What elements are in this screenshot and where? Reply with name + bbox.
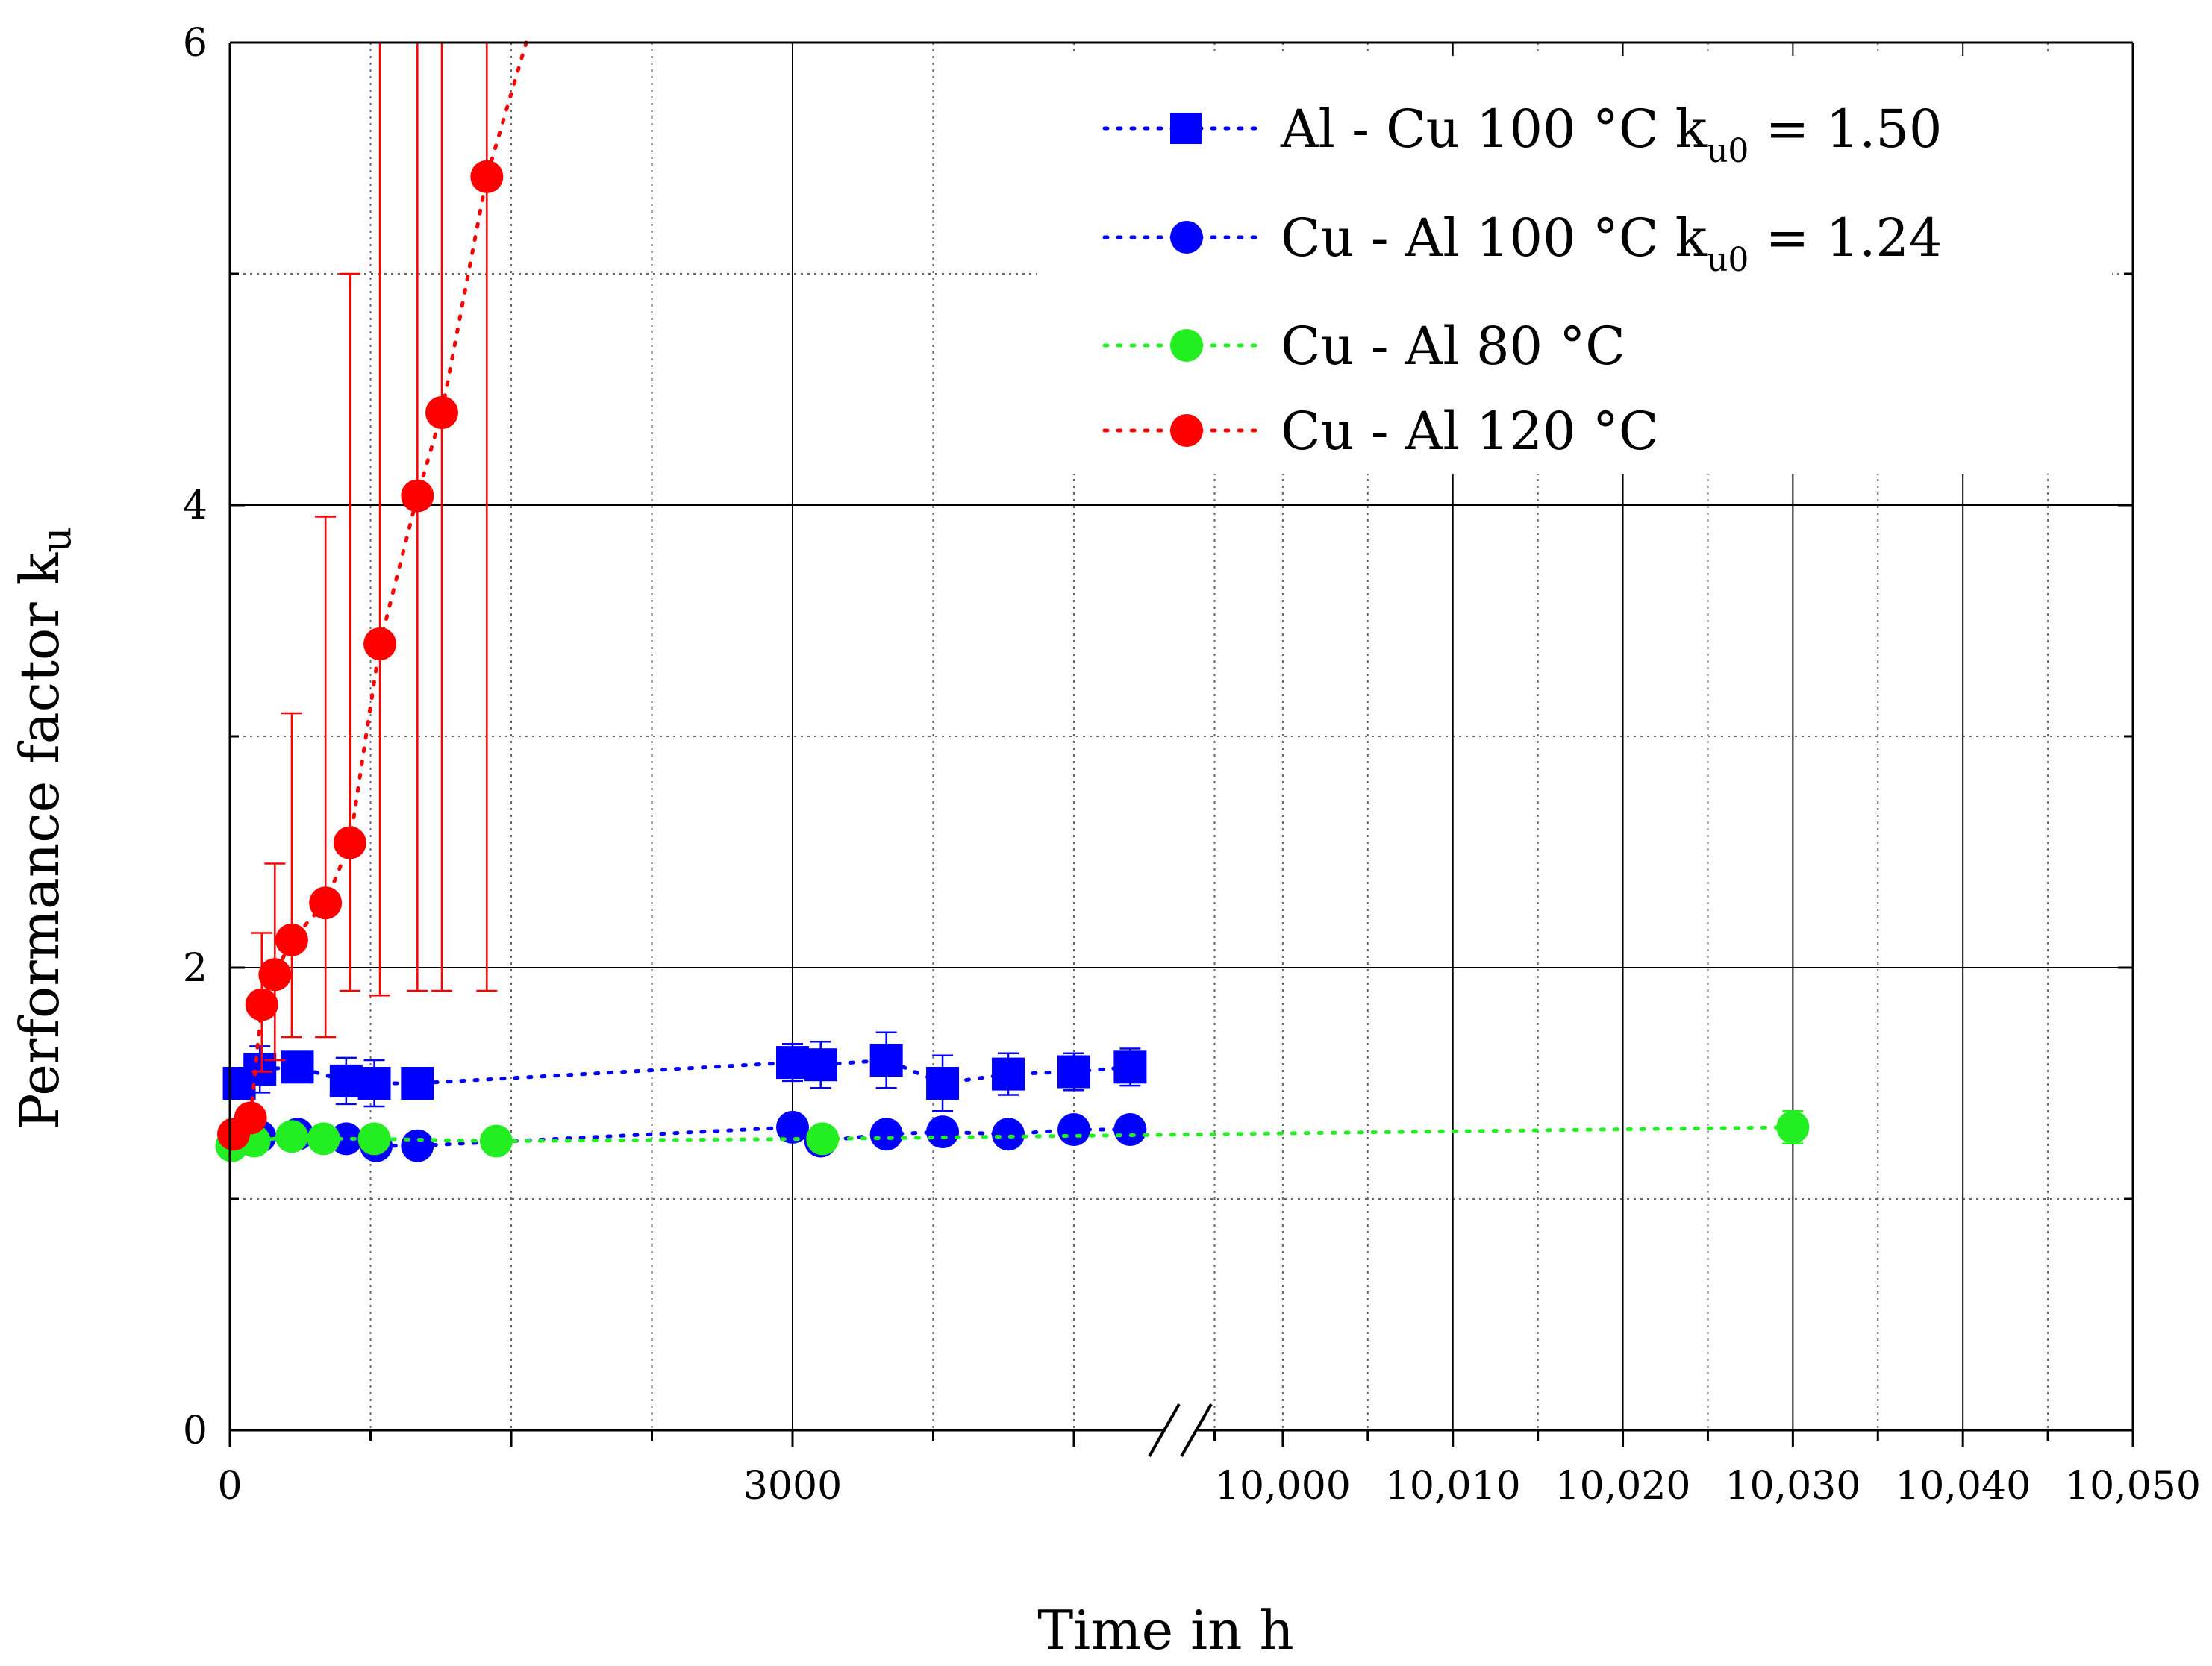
error-bar xyxy=(315,516,337,1039)
data-point xyxy=(1113,1050,1147,1084)
axes: 0 2 4 6 0 3000 10,000 10,010 10,020 10,030 10,040 1… xyxy=(183,21,2201,1509)
y-tick-label: 2 xyxy=(183,946,207,991)
axis-break-mark xyxy=(1180,1403,1213,1457)
legend-label-sub: u0 xyxy=(1707,132,1749,170)
x-tick-label: 10,050 xyxy=(2065,1464,2201,1509)
data-point xyxy=(776,1110,809,1144)
legend-label-main: Cu - Al 80 °C xyxy=(1281,316,1625,377)
data-point xyxy=(401,479,434,513)
y-axis-title-main: Performance factor k xyxy=(8,551,71,1130)
data-series xyxy=(215,40,1810,1162)
data-point xyxy=(992,1118,1025,1151)
data-point xyxy=(307,1122,340,1156)
data-point xyxy=(869,1044,903,1077)
axis-labels: Time in h Performance factor ku xyxy=(8,527,1294,1662)
y-tick-label: 4 xyxy=(183,483,207,528)
data-point xyxy=(1113,1113,1147,1146)
data-point xyxy=(243,1053,277,1086)
data-point xyxy=(309,886,343,920)
y-axis-title: Performance factor ku xyxy=(8,527,80,1130)
x-tick-label: 10,000 xyxy=(1215,1464,1351,1509)
legend-marker xyxy=(1170,329,1203,362)
legend-marker xyxy=(1170,221,1203,254)
data-point xyxy=(1776,1110,1810,1144)
data-point xyxy=(926,1067,960,1100)
error-bar xyxy=(339,272,360,992)
data-point xyxy=(926,1115,960,1149)
data-point xyxy=(1057,1113,1090,1146)
legend-label: Al - Cu 100 °C ku0 = 1.50 xyxy=(1280,98,1942,170)
data-point xyxy=(329,1122,363,1156)
series-0 xyxy=(222,1031,1147,1112)
error-bar xyxy=(281,712,302,1039)
data-point xyxy=(425,396,459,429)
data-point xyxy=(234,1101,267,1135)
data-point xyxy=(869,1118,903,1151)
legend-label: Cu - Al 80 °C xyxy=(1281,316,1625,377)
y-tick-label: 0 xyxy=(183,1409,207,1453)
x-tick-label: 0 xyxy=(217,1464,242,1509)
legend-marker xyxy=(1170,414,1203,447)
legend-label-main: Cu - Al 100 °C k xyxy=(1281,207,1708,269)
x-tick-label: 10,030 xyxy=(1725,1464,1860,1509)
legend-label-suffix: = 1.24 xyxy=(1749,207,1942,269)
data-point xyxy=(333,826,366,859)
x-tick-label: 10,020 xyxy=(1555,1464,1691,1509)
data-point xyxy=(357,1067,391,1100)
data-point xyxy=(275,1120,308,1153)
axis-break-mark xyxy=(1148,1403,1181,1457)
data-point xyxy=(275,923,308,956)
y-axis-title-sub: u xyxy=(33,527,80,553)
data-point xyxy=(357,1122,391,1156)
data-point xyxy=(401,1067,434,1100)
data-point xyxy=(245,988,278,1021)
data-point xyxy=(776,1046,809,1080)
legend-box xyxy=(1037,56,2112,474)
legend-entry-2: Cu - Al 80 °C xyxy=(1102,316,1625,377)
x-tick-label: 10,010 xyxy=(1385,1464,1521,1509)
x-tick-label: 3000 xyxy=(743,1464,842,1509)
legend-label: Cu - Al 100 °C ku0 = 1.24 xyxy=(1281,207,1942,279)
legend-label-main: Al - Cu 100 °C k xyxy=(1280,98,1708,160)
legend-entry-3: Cu - Al 120 °C xyxy=(1102,401,1658,462)
data-point xyxy=(1057,1055,1090,1089)
legend-label-main: Cu - Al 120 °C xyxy=(1281,401,1658,462)
legend-label: Cu - Al 120 °C xyxy=(1281,401,1658,462)
data-point xyxy=(479,1124,513,1158)
data-point xyxy=(281,1050,314,1084)
x-axis-title: Time in h xyxy=(1037,1599,1293,1662)
series-3 xyxy=(217,40,528,1151)
data-point xyxy=(258,958,292,992)
legend-label-suffix: = 1.50 xyxy=(1749,98,1942,160)
data-point xyxy=(804,1048,837,1082)
data-point xyxy=(806,1122,840,1156)
data-point xyxy=(992,1057,1025,1091)
legend-entry-0: Al - Cu 100 °C ku0 = 1.50 xyxy=(1102,98,1942,170)
legend-entry-1: Cu - Al 100 °C ku0 = 1.24 xyxy=(1102,207,1942,279)
x-tick-label: 10,040 xyxy=(1895,1464,2031,1509)
data-point xyxy=(329,1064,363,1097)
data-point xyxy=(401,1129,434,1162)
legend-marker xyxy=(1170,113,1202,144)
y-tick-label: 6 xyxy=(183,21,207,66)
series-line xyxy=(231,40,528,1136)
data-point xyxy=(470,160,504,193)
legend-label-sub: u0 xyxy=(1707,241,1749,279)
data-point xyxy=(363,627,397,660)
